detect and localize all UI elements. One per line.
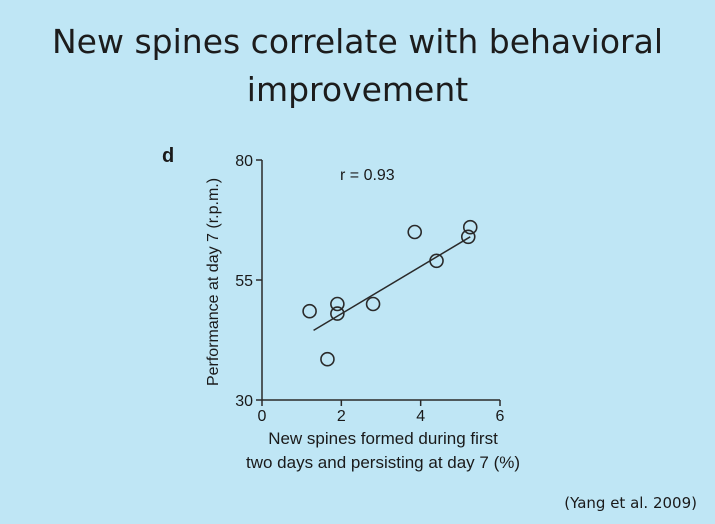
y-tick-label: 30 [235, 393, 253, 410]
data-point [330, 296, 345, 312]
x-axis-label-line-1: New spines formed during first [268, 429, 498, 448]
fit-line-group [313, 236, 471, 332]
x-tick-label: 6 [496, 408, 505, 425]
citation: (Yang et al. 2009) [564, 494, 697, 512]
data-point [407, 224, 423, 240]
data-point [330, 306, 345, 321]
slide-title-line-1: New spines correlate with behavioral [52, 22, 663, 61]
x-tick-label: 4 [416, 408, 425, 425]
fit-line [313, 236, 471, 332]
x-axis-label-line-2: two days and persisting at day 7 (%) [246, 453, 520, 472]
data-point [302, 303, 317, 319]
correlation-annotation: r = 0.93 [340, 167, 395, 184]
y-tick-label: 80 [235, 153, 253, 170]
slide-title-line-2: improvement [246, 70, 469, 109]
slide-title: New spines correlate with behavioral imp… [0, 18, 715, 114]
y-axis-label: Performance at day 7 (r.p.m.) [205, 178, 222, 386]
data-points [302, 219, 478, 367]
data-point [429, 253, 444, 269]
data-point [365, 296, 381, 312]
x-tick-label: 2 [337, 408, 346, 425]
panel-label: d [162, 145, 174, 167]
data-point [460, 229, 476, 245]
x-tick-label: 0 [258, 408, 267, 425]
data-point [320, 351, 335, 367]
axes: 30 55 80 0 2 4 6 [235, 153, 504, 425]
y-tick-label: 55 [235, 273, 253, 290]
data-point [462, 219, 478, 235]
